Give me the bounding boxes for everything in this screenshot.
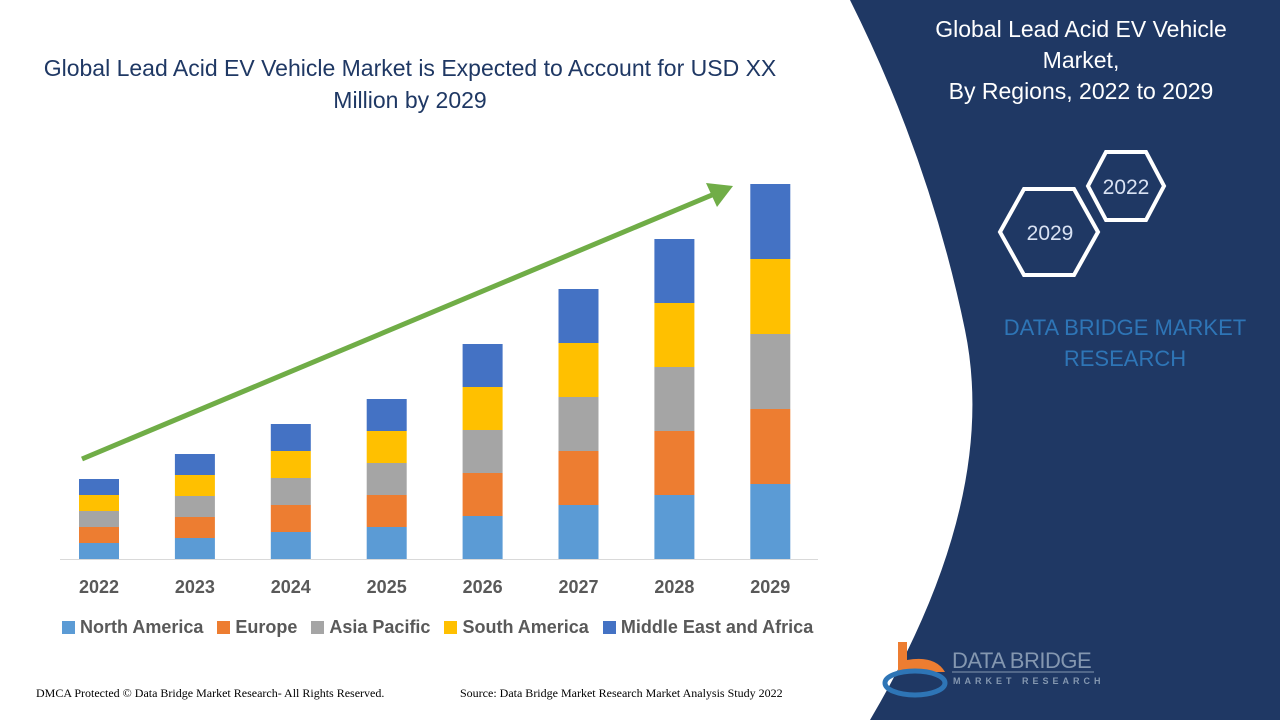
bar-segment-2023-2 bbox=[174, 496, 215, 517]
legend-label: North America bbox=[80, 617, 204, 637]
bar-segment-2027-1 bbox=[558, 451, 599, 505]
bar-segment-2025-3 bbox=[366, 431, 407, 463]
bar-segment-2024-3 bbox=[270, 451, 311, 478]
hexagon-2029 bbox=[997, 187, 1101, 277]
bar-segment-2023-0 bbox=[174, 538, 215, 559]
bar-segment-2028-4 bbox=[654, 239, 695, 303]
legend-item: Asia Pacific bbox=[311, 617, 430, 638]
legend-swatch bbox=[217, 621, 231, 634]
legend-label: Europe bbox=[235, 617, 298, 637]
bar-segment-2025-0 bbox=[366, 527, 407, 559]
bar-segment-2028-3 bbox=[654, 303, 695, 367]
legend-label: Asia Pacific bbox=[329, 617, 431, 637]
bar-segment-2027-0 bbox=[558, 505, 599, 559]
legend-label: South America bbox=[462, 617, 589, 637]
side-title-line: Market, bbox=[1042, 47, 1120, 73]
chart: 2022 2023 2024 2025 2026 2027 2028 2029 bbox=[60, 183, 818, 597]
hex-year-front: 2029 bbox=[1027, 222, 1074, 245]
side-panel-title: Global Lead Acid EV Vehicle Market, By R… bbox=[900, 14, 1262, 107]
bar-segment-2026-3 bbox=[462, 387, 503, 430]
bar-segment-2026-4 bbox=[462, 344, 503, 387]
bar-segment-2022-2 bbox=[79, 511, 119, 527]
source-note: Source: Data Bridge Market Research Mark… bbox=[460, 686, 783, 700]
legend-item: North America bbox=[62, 617, 203, 638]
legend-swatch bbox=[311, 621, 325, 634]
bar-segment-2028-0 bbox=[654, 495, 695, 559]
logo-subtext: MARKET RESEARCH bbox=[953, 676, 1105, 686]
bar-segment-2023-4 bbox=[174, 454, 215, 475]
hexagon-2022 bbox=[1085, 150, 1167, 222]
x-tick-label: 2028 bbox=[654, 577, 694, 597]
bar-segment-2027-2 bbox=[558, 397, 599, 451]
logo-icon bbox=[882, 642, 948, 698]
logo-text: DATA BRIDGE bbox=[952, 648, 1092, 673]
trend-arrow-line bbox=[81, 192, 713, 462]
bar-segment-2024-2 bbox=[270, 478, 311, 505]
hex-year-back: 2022 bbox=[1103, 176, 1150, 199]
x-tick-label: 2025 bbox=[367, 577, 407, 597]
bar-segment-2025-2 bbox=[366, 463, 407, 495]
bar-segment-2029-0 bbox=[750, 484, 791, 559]
side-title-line: By Regions, 2022 to 2029 bbox=[948, 78, 1214, 104]
trend-arrow-head-icon bbox=[706, 183, 733, 207]
brand-line: DATA BRIDGE MARKET bbox=[1003, 315, 1247, 340]
brand-text: DATA BRIDGE MARKET RESEARCH bbox=[985, 312, 1265, 374]
bar-segment-2022-0 bbox=[79, 543, 119, 559]
bar-segment-2025-1 bbox=[366, 495, 407, 527]
chart-title: Global Lead Acid EV Vehicle Market is Ex… bbox=[43, 55, 777, 113]
x-tick-label: 2022 bbox=[79, 577, 119, 597]
bar-segment-2026-0 bbox=[462, 516, 503, 559]
bar-segment-2029-1 bbox=[750, 409, 791, 484]
bar-segment-2027-4 bbox=[558, 289, 599, 343]
legend-swatch bbox=[62, 621, 75, 634]
bar-segment-2028-1 bbox=[654, 431, 695, 495]
bar-segment-2026-2 bbox=[462, 430, 503, 473]
brand-line: RESEARCH bbox=[1063, 346, 1187, 371]
bar-segment-2026-1 bbox=[462, 473, 503, 516]
x-tick-label: 2029 bbox=[750, 577, 790, 597]
bar-segment-2029-4 bbox=[750, 184, 791, 259]
legend-swatch bbox=[444, 621, 458, 634]
bar-segment-2024-4 bbox=[270, 424, 311, 451]
bar-segment-2022-1 bbox=[79, 527, 119, 543]
bar-segment-2024-0 bbox=[270, 532, 311, 559]
x-tick-label: 2026 bbox=[463, 577, 503, 597]
x-tick-label: 2023 bbox=[175, 577, 215, 597]
x-tick-label: 2027 bbox=[558, 577, 598, 597]
bar-segment-2028-2 bbox=[654, 367, 695, 431]
side-panel bbox=[850, 0, 1280, 720]
bar-segment-2029-3 bbox=[750, 259, 791, 334]
bar-segment-2029-2 bbox=[750, 334, 791, 409]
bar-segment-2023-3 bbox=[174, 475, 215, 496]
legend-label: Middle East and Africa bbox=[620, 617, 814, 637]
bar-segment-2027-3 bbox=[558, 343, 599, 397]
legend-swatch bbox=[602, 621, 616, 634]
bar-segment-2024-1 bbox=[270, 505, 311, 532]
legend-item: South America bbox=[444, 617, 589, 638]
x-tick-label: 2024 bbox=[271, 577, 311, 597]
side-title-line: Global Lead Acid EV Vehicle bbox=[935, 16, 1227, 42]
legend-item: Middle East and Africa bbox=[602, 617, 814, 638]
bar-segment-2025-4 bbox=[366, 399, 407, 431]
dmca-notice: DMCA Protected © Data Bridge Market Rese… bbox=[36, 686, 385, 700]
bar-segment-2022-4 bbox=[79, 479, 119, 495]
bar-segment-2022-3 bbox=[79, 495, 119, 511]
legend: North America Europe Asia Pacific South Ame… bbox=[62, 617, 813, 638]
bar-segment-2023-1 bbox=[174, 517, 215, 538]
legend-item: Europe bbox=[217, 617, 297, 638]
